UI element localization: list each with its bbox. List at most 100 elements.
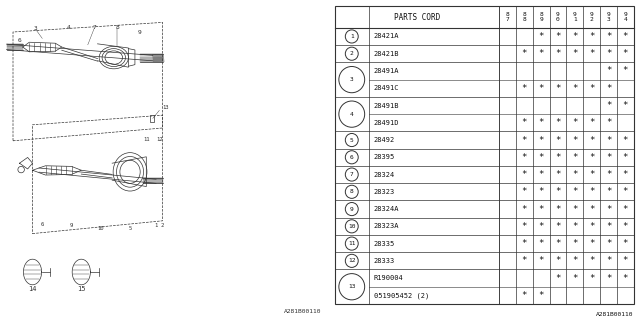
Text: *: * [556,204,561,213]
Text: *: * [606,204,611,213]
Text: 28324: 28324 [374,172,395,178]
Text: *: * [522,187,527,196]
Text: 28335: 28335 [374,241,395,247]
Text: *: * [572,239,577,248]
Text: *: * [572,170,577,179]
Text: *: * [538,204,544,213]
Text: *: * [522,239,527,248]
Text: *: * [623,239,628,248]
Text: *: * [606,84,611,93]
Text: 28491D: 28491D [374,120,399,126]
Text: *: * [538,136,544,145]
Text: *: * [606,136,611,145]
Text: *: * [522,204,527,213]
Text: 9
4: 9 4 [623,12,627,22]
Text: *: * [556,32,561,41]
Text: *: * [538,222,544,231]
Text: *: * [556,170,561,179]
Text: 6: 6 [41,221,44,227]
Text: *: * [606,170,611,179]
Text: *: * [538,49,544,58]
Text: *: * [538,118,544,127]
Text: *: * [538,170,544,179]
Text: *: * [572,153,577,162]
Text: *: * [556,256,561,265]
Text: A281B00110: A281B00110 [596,312,634,317]
Text: 2: 2 [161,223,164,228]
Text: *: * [589,187,595,196]
Text: *: * [589,204,595,213]
Text: 28395: 28395 [374,154,395,160]
Text: *: * [556,118,561,127]
Text: 28333: 28333 [374,258,395,264]
Text: *: * [556,187,561,196]
Text: *: * [623,101,628,110]
Text: *: * [522,222,527,231]
Text: *: * [606,32,611,41]
Text: *: * [556,136,561,145]
Text: PARTS CORD: PARTS CORD [394,12,440,22]
Text: *: * [522,256,527,265]
Text: 9
0: 9 0 [556,12,560,22]
Text: *: * [606,222,611,231]
Text: *: * [606,118,611,127]
Text: 10: 10 [348,224,355,229]
Text: *: * [572,136,577,145]
Text: *: * [522,291,527,300]
Text: A281B00110: A281B00110 [284,308,322,314]
Text: *: * [606,239,611,248]
Text: 6: 6 [350,155,354,160]
Text: 28491A: 28491A [374,68,399,74]
Text: 8: 8 [350,189,354,194]
Text: 10: 10 [97,226,104,231]
Text: *: * [538,239,544,248]
Text: 28491B: 28491B [374,102,399,108]
Text: *: * [572,118,577,127]
Text: *: * [572,222,577,231]
Text: 6: 6 [18,37,21,43]
Text: *: * [572,187,577,196]
Text: *: * [538,153,544,162]
Text: *: * [589,239,595,248]
Text: *: * [623,256,628,265]
Text: 1: 1 [350,34,354,39]
Text: *: * [538,32,544,41]
Text: *: * [589,153,595,162]
Text: 12: 12 [156,137,163,142]
Text: R190004: R190004 [374,275,403,281]
Text: 3: 3 [34,26,38,31]
Text: 28421B: 28421B [374,51,399,57]
Text: 11: 11 [348,241,355,246]
Text: 7: 7 [92,25,96,30]
Text: 15: 15 [77,286,86,292]
Text: *: * [522,84,527,93]
Text: 12: 12 [348,258,355,263]
Bar [150,115,154,122]
Text: *: * [538,291,544,300]
Text: *: * [572,49,577,58]
Text: *: * [572,274,577,283]
Text: 11: 11 [143,137,150,142]
Text: *: * [556,153,561,162]
Text: 9
1: 9 1 [573,12,577,22]
Text: *: * [589,32,595,41]
Text: *: * [606,274,611,283]
Text: *: * [556,222,561,231]
Text: *: * [522,49,527,58]
Text: 8: 8 [115,25,119,30]
Text: *: * [538,256,544,265]
Text: *: * [606,67,611,76]
Text: 8
8: 8 8 [522,12,526,22]
Text: *: * [589,256,595,265]
Text: 28421A: 28421A [374,34,399,39]
Text: 5: 5 [350,138,354,142]
Text: 9
3: 9 3 [607,12,611,22]
Text: *: * [606,49,611,58]
Text: 051905452 (2): 051905452 (2) [374,292,429,299]
Text: *: * [572,204,577,213]
Text: 13: 13 [348,284,355,289]
Text: *: * [589,274,595,283]
Text: *: * [538,84,544,93]
Text: *: * [522,170,527,179]
Text: *: * [623,274,628,283]
